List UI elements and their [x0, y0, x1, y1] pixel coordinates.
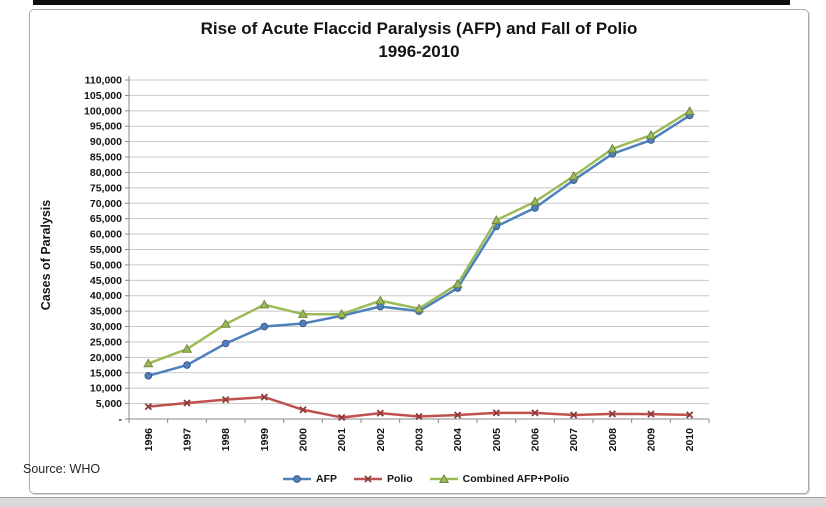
series-marker-afp — [260, 322, 269, 331]
chart-title: Rise of Acute Flaccid Paralysis (AFP) an… — [30, 18, 808, 64]
series-marker-polio — [144, 403, 152, 411]
x-tick-label: 2009 — [646, 428, 658, 452]
x-tick-label: 1997 — [182, 428, 194, 452]
series-marker-polio — [570, 411, 578, 419]
series-marker-combined-afp-polio — [684, 106, 695, 115]
legend-item-afp: AFP — [282, 473, 337, 485]
series-marker-combined-afp-polio — [220, 318, 231, 328]
series-marker-combined-afp-polio — [607, 143, 618, 153]
y-tick-label: 80,000 — [90, 167, 122, 179]
legend-label-polio: Polio — [387, 473, 413, 485]
series-marker-combined-afp-polio — [645, 129, 657, 139]
x-tick-label: 1996 — [143, 428, 155, 452]
x-tick-label: 2007 — [568, 428, 580, 452]
series-marker-combined-afp-polio — [297, 309, 309, 318]
source-label: Source: WHO — [23, 462, 101, 476]
x-tick-label: 2006 — [530, 428, 542, 452]
series-marker-polio — [608, 410, 616, 418]
series-marker-polio — [686, 411, 694, 419]
y-tick-label: 100,000 — [84, 105, 122, 117]
y-tick-label: - — [119, 414, 123, 426]
series-marker-afp — [144, 372, 153, 380]
series-line-polio — [147, 395, 691, 419]
x-tick-label: 1999 — [259, 428, 271, 452]
y-tick-label: 85,000 — [90, 152, 122, 164]
series-marker-afp — [183, 361, 191, 369]
series-marker-combined-afp-polio — [413, 303, 425, 313]
y-tick-label: 110,000 — [85, 75, 123, 87]
chart-title-line1: Rise of Acute Flaccid Paralysis (AFP) an… — [200, 19, 638, 38]
y-tick-label: 35,000 — [90, 306, 122, 318]
legend-swatch-polio-line-x-icon — [354, 475, 382, 483]
x-tick-label: 2001 — [336, 428, 348, 452]
x-tick-label: 2003 — [414, 428, 426, 452]
series-marker-afp — [299, 319, 307, 328]
series-marker-combined-afp-polio — [181, 343, 193, 353]
y-tick-label: 20,000 — [90, 352, 122, 364]
series-marker-polio — [415, 412, 423, 421]
legend-item-polio: Polio — [353, 473, 413, 485]
y-tick-label: 55,000 — [90, 244, 122, 256]
series-marker-combined-afp-polio — [143, 358, 154, 368]
y-tick-label: 105,000 — [84, 90, 122, 102]
y-tick-label: 10,000 — [90, 383, 122, 395]
x-tick-label: 2005 — [491, 428, 503, 452]
series-marker-polio — [260, 393, 268, 401]
legend-label-afp: AFP — [316, 473, 337, 485]
y-tick-label: 50,000 — [90, 259, 122, 271]
series-marker-combined-afp-polio — [491, 215, 502, 224]
series-marker-polio — [492, 409, 500, 417]
y-tick-label: 95,000 — [90, 121, 122, 133]
series-marker-polio — [338, 413, 346, 422]
series-marker-combined-afp-polio — [259, 299, 270, 309]
y-tick-label: 75,000 — [90, 182, 122, 194]
legend-swatch-combined-line-triangle-icon — [429, 473, 458, 483]
y-tick-label: 30,000 — [90, 321, 122, 333]
series-marker-polio — [454, 411, 462, 419]
series-marker-polio — [376, 409, 384, 417]
x-tick-label: 1998 — [220, 428, 232, 452]
x-tick-label: 2004 — [452, 428, 464, 452]
y-tick-label: 70,000 — [90, 198, 122, 210]
series-marker-afp — [531, 204, 539, 212]
series-marker-polio — [299, 406, 307, 414]
x-tick-label: 2000 — [298, 428, 310, 452]
legend-item-combined: Combined AFP+Polio — [429, 473, 570, 485]
y-tick-label: 5,000 — [96, 398, 122, 410]
series-marker-polio — [222, 395, 230, 404]
x-tick-label: 2008 — [607, 428, 619, 452]
legend-swatch-afp-line-circle-icon — [283, 475, 311, 483]
y-tick-label: 40,000 — [90, 290, 122, 302]
y-tick-label: 90,000 — [90, 136, 122, 148]
series-marker-polio — [183, 399, 191, 407]
y-tick-label: 60,000 — [90, 229, 122, 241]
series-marker-combined-afp-polio — [452, 278, 463, 288]
series-marker-combined-afp-polio — [568, 170, 579, 180]
x-tick-label: 2002 — [375, 428, 387, 452]
bottom-border-strip — [0, 497, 826, 507]
chart-title-line2: 1996-2010 — [378, 41, 460, 61]
y-tick-label: 45,000 — [90, 275, 122, 287]
chart-frame: Rise of Acute Flaccid Paralysis (AFP) an… — [29, 9, 809, 494]
series-marker-polio — [647, 410, 655, 418]
y-tick-label: 15,000 — [90, 367, 122, 379]
series-marker-combined-afp-polio — [336, 309, 347, 318]
series-marker-combined-afp-polio — [529, 196, 541, 206]
chart-legend: AFP Polio Combined AFP+Polio — [282, 473, 569, 485]
x-tick-label: 2010 — [684, 428, 696, 452]
series-line-afp — [147, 114, 691, 378]
legend-label-combined: Combined AFP+Polio — [462, 473, 570, 485]
series-marker-polio — [531, 409, 539, 417]
top-border-strip — [33, 0, 790, 5]
y-tick-label: 65,000 — [90, 213, 122, 225]
y-tick-label: 25,000 — [90, 336, 122, 348]
line-chart-plot: - 5,000 10,000 15,000 20,000 25,000 30,000 35,0… — [84, 75, 710, 452]
series-marker-combined-afp-polio — [375, 295, 386, 305]
series-marker-afp — [221, 339, 230, 348]
